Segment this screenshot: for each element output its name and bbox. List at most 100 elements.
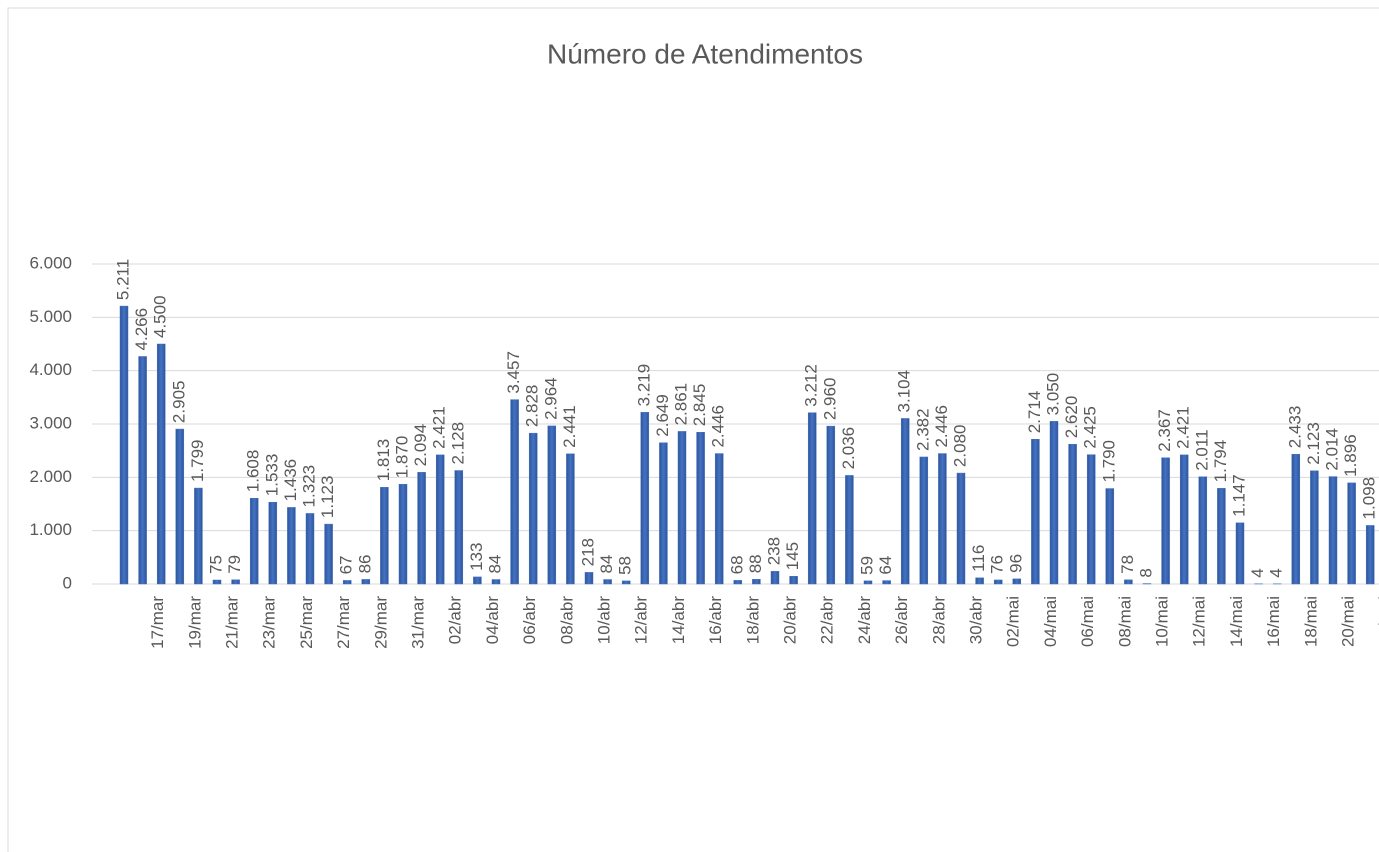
bar	[268, 501, 278, 585]
x-tick-label: 23/mar	[260, 596, 279, 649]
value-label: 68	[727, 555, 746, 574]
x-tick-label: 29/mar	[371, 596, 390, 649]
value-label: 2.964	[541, 377, 560, 420]
value-label: 1.870	[392, 436, 411, 479]
x-tick-label: 25/mar	[297, 596, 316, 649]
bar	[845, 475, 854, 585]
x-tick-label: 12/mai	[1190, 596, 1209, 647]
value-label: 75	[206, 555, 225, 574]
value-label: 2.421	[430, 406, 449, 449]
value-label: 2.620	[1062, 396, 1081, 439]
x-tick-label: 10/abr	[594, 596, 613, 645]
y-tick-label: 5.000	[29, 307, 72, 326]
value-label: 1.098	[1360, 477, 1379, 520]
value-label: 96	[1006, 554, 1025, 573]
x-tick-label: 02/abr	[446, 596, 465, 645]
bars	[119, 305, 1375, 585]
bar	[714, 453, 724, 585]
bar	[1235, 522, 1245, 585]
value-label: 2.861	[671, 383, 690, 426]
y-tick-label: 1.000	[29, 520, 72, 539]
x-tick-label: 26/abr	[892, 596, 911, 645]
value-label: 4.500	[151, 295, 170, 338]
value-label: 78	[1118, 555, 1137, 574]
value-label: 2.714	[1025, 391, 1044, 434]
bar	[826, 425, 836, 585]
bar	[361, 579, 371, 585]
x-tick-label: 31/mar	[408, 596, 427, 649]
x-tick-label: 10/mai	[1152, 596, 1171, 647]
bar	[510, 399, 519, 585]
x-tick-label: 12/abr	[632, 596, 651, 645]
value-label: 58	[616, 556, 635, 575]
bar	[789, 576, 798, 585]
value-label: 76	[988, 555, 1007, 574]
bar	[733, 580, 743, 585]
value-label: 2.446	[709, 405, 728, 448]
value-label: 3.212	[802, 364, 821, 407]
bar	[1198, 476, 1208, 585]
value-label: 86	[355, 554, 374, 573]
x-tick-label: 21/mar	[222, 596, 241, 649]
bar	[1049, 421, 1059, 585]
value-label: 5.211	[113, 259, 132, 300]
bar	[324, 523, 333, 585]
value-label: 2.433	[1285, 406, 1304, 449]
bar	[305, 513, 315, 585]
value-label: 2.845	[690, 384, 709, 427]
bar	[398, 484, 408, 585]
bar	[938, 453, 947, 585]
bar	[696, 432, 705, 585]
bar	[640, 412, 650, 585]
value-label: 4.266	[132, 308, 151, 351]
x-tick-label: 22/mai	[1376, 596, 1379, 647]
bar	[287, 507, 296, 585]
x-tick-label: 04/abr	[483, 596, 502, 645]
value-label: 1.436	[281, 459, 300, 502]
value-label: 3.050	[1043, 373, 1062, 416]
bar	[138, 356, 147, 585]
value-label: 1.608	[244, 450, 263, 493]
bar	[1161, 457, 1170, 585]
value-label: 3.219	[634, 364, 653, 407]
value-label: 2.446	[932, 405, 951, 448]
bar	[975, 577, 984, 585]
value-label: 59	[857, 556, 876, 575]
bar	[528, 432, 538, 585]
bar	[770, 571, 780, 585]
bar	[1012, 578, 1022, 585]
y-tick-label: 4.000	[29, 360, 72, 379]
bar	[752, 579, 761, 585]
bar	[473, 576, 482, 585]
value-label: 79	[225, 555, 244, 574]
bar	[175, 428, 185, 585]
value-label: 4	[1267, 568, 1286, 577]
bar	[547, 425, 557, 585]
y-tick-label: 0	[63, 573, 72, 592]
x-tick-label: 14/abr	[669, 596, 688, 645]
bar	[584, 572, 594, 585]
x-tick-label: 19/mar	[185, 596, 204, 649]
value-label: 1.123	[318, 476, 337, 519]
bar	[119, 305, 129, 585]
bar	[863, 580, 873, 585]
bar	[659, 442, 668, 585]
value-label: 67	[337, 556, 356, 575]
bar	[417, 472, 426, 585]
x-tick-label: 16/mai	[1264, 596, 1283, 647]
bar	[956, 472, 966, 585]
bar	[1086, 454, 1096, 585]
bar	[454, 470, 464, 585]
value-label: 1.790	[1099, 440, 1118, 483]
bar	[1068, 444, 1077, 585]
x-tick-label: 30/abr	[966, 596, 985, 645]
value-label: 1.896	[1341, 434, 1360, 477]
value-label: 2.421	[1174, 406, 1193, 449]
x-tick-label: 06/mai	[1078, 596, 1097, 647]
value-label: 145	[783, 542, 802, 570]
value-label: 4	[1248, 568, 1267, 577]
x-tick-label: 28/abr	[929, 596, 948, 645]
bar	[435, 454, 445, 585]
bar	[900, 418, 910, 585]
